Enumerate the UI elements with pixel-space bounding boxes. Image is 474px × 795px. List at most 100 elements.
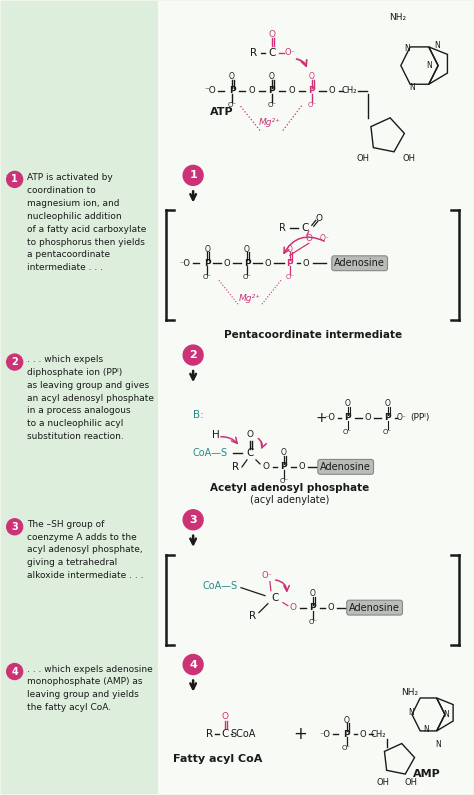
Text: O: O xyxy=(309,72,315,81)
Text: O⁻: O⁻ xyxy=(262,571,273,580)
Text: N: N xyxy=(405,44,410,53)
Text: R: R xyxy=(250,48,257,57)
Text: NH₂: NH₂ xyxy=(389,14,406,22)
Text: H: H xyxy=(212,430,220,440)
Text: OH: OH xyxy=(405,778,418,787)
Text: O: O xyxy=(287,245,293,254)
Text: AMP: AMP xyxy=(412,770,440,779)
Text: C: C xyxy=(268,48,275,57)
Text: Adenosine: Adenosine xyxy=(334,258,385,268)
Circle shape xyxy=(183,654,203,674)
Text: O: O xyxy=(229,72,235,81)
Text: OH: OH xyxy=(403,154,416,163)
Text: P: P xyxy=(310,603,316,612)
Text: O: O xyxy=(264,258,271,268)
Text: O⁻: O⁻ xyxy=(202,274,212,280)
Text: ⁻O: ⁻O xyxy=(324,413,335,422)
Text: O: O xyxy=(359,730,366,739)
Text: Mg²⁺: Mg²⁺ xyxy=(259,118,281,127)
Circle shape xyxy=(7,354,23,370)
Text: O: O xyxy=(244,245,250,254)
Text: P: P xyxy=(204,258,210,268)
Text: N: N xyxy=(409,708,414,717)
Text: 3: 3 xyxy=(189,515,197,525)
Text: (PPᴵ): (PPᴵ) xyxy=(410,413,429,422)
Text: O⁻: O⁻ xyxy=(285,274,294,280)
Text: O⁻: O⁻ xyxy=(228,102,237,107)
Text: O: O xyxy=(289,603,296,612)
Text: 4: 4 xyxy=(11,666,18,677)
Text: OH: OH xyxy=(376,778,389,787)
Text: O: O xyxy=(328,86,335,95)
Text: ⁻O: ⁻O xyxy=(319,730,330,739)
Text: C: C xyxy=(301,223,309,233)
Text: R: R xyxy=(280,223,286,233)
Text: CoA—S: CoA—S xyxy=(192,448,228,458)
Text: O⁻: O⁻ xyxy=(383,429,392,435)
Text: . . . which expels adenosine
monophosphate (AMP) as
leaving group and yields
the: . . . which expels adenosine monophospha… xyxy=(27,665,152,712)
Text: O: O xyxy=(315,214,322,223)
Circle shape xyxy=(7,172,23,188)
Text: O: O xyxy=(289,86,295,95)
Text: P: P xyxy=(269,86,275,95)
Text: The –SH group of
coenzyme A adds to the
acyl adenosyl phosphate,
giving a tetrah: The –SH group of coenzyme A adds to the … xyxy=(27,520,143,580)
Text: +: + xyxy=(293,725,307,743)
Text: ATP: ATP xyxy=(210,107,234,118)
Text: Adenosine: Adenosine xyxy=(349,603,400,613)
Text: Acetyl adenosyl phosphate: Acetyl adenosyl phosphate xyxy=(210,483,369,493)
Text: N: N xyxy=(435,41,440,50)
Text: O⁻: O⁻ xyxy=(267,102,276,107)
Text: O: O xyxy=(299,463,305,471)
Text: . . . which expels
diphosphate ion (PPᴵ)
as leaving group and gives
an acyl aden: . . . which expels diphosphate ion (PPᴵ)… xyxy=(27,355,154,441)
Text: +: + xyxy=(316,411,328,425)
Text: B:: B: xyxy=(193,410,203,420)
Text: O⁻: O⁻ xyxy=(320,234,330,242)
Text: CoA—S: CoA—S xyxy=(202,580,237,591)
Text: N: N xyxy=(436,740,441,749)
Text: O: O xyxy=(345,400,351,409)
Text: Mg²⁺: Mg²⁺ xyxy=(239,293,261,303)
Text: 1: 1 xyxy=(11,174,18,184)
Text: OH: OH xyxy=(356,154,369,163)
Text: P: P xyxy=(244,258,250,268)
Text: O: O xyxy=(384,400,391,409)
Text: 1: 1 xyxy=(189,170,197,180)
Text: O⁻: O⁻ xyxy=(397,413,406,422)
Text: O⁻: O⁻ xyxy=(342,746,351,751)
Text: O: O xyxy=(281,448,287,457)
Text: O: O xyxy=(224,258,230,268)
Text: O: O xyxy=(328,603,334,612)
Text: NH₂: NH₂ xyxy=(401,688,418,697)
Text: C: C xyxy=(246,448,254,458)
Text: 2: 2 xyxy=(189,350,197,360)
Text: C: C xyxy=(271,592,279,603)
Text: O⁻: O⁻ xyxy=(242,274,252,280)
Text: CH₂: CH₂ xyxy=(371,730,386,739)
Text: 4: 4 xyxy=(189,660,197,669)
Text: C: C xyxy=(221,729,229,739)
Text: 3: 3 xyxy=(11,522,18,532)
Circle shape xyxy=(7,519,23,535)
FancyBboxPatch shape xyxy=(158,0,474,795)
Text: ATP is activated by
coordination to
magnesium ion, and
nucleophilic addition
of : ATP is activated by coordination to magn… xyxy=(27,173,146,273)
Text: P: P xyxy=(345,413,351,422)
Text: CH₂: CH₂ xyxy=(342,86,357,95)
Text: P: P xyxy=(286,258,293,268)
Text: O: O xyxy=(310,589,316,598)
Text: Adenosine: Adenosine xyxy=(320,462,371,472)
Text: P: P xyxy=(281,463,287,471)
Text: O: O xyxy=(305,234,312,242)
Text: O: O xyxy=(269,72,275,81)
Text: ⁻O: ⁻O xyxy=(204,86,216,95)
Text: 2: 2 xyxy=(11,357,18,367)
Text: O⁻: O⁻ xyxy=(279,478,288,484)
Text: O⁻: O⁻ xyxy=(307,102,316,107)
Text: R: R xyxy=(206,729,213,739)
Text: Pentacoordinate intermediate: Pentacoordinate intermediate xyxy=(224,330,402,340)
Text: O: O xyxy=(268,30,275,39)
Text: O⁻: O⁻ xyxy=(284,48,295,57)
Text: O: O xyxy=(263,463,269,471)
Text: O: O xyxy=(246,430,254,440)
Text: ⁻O: ⁻O xyxy=(180,258,191,268)
Text: O⁻: O⁻ xyxy=(308,619,317,625)
